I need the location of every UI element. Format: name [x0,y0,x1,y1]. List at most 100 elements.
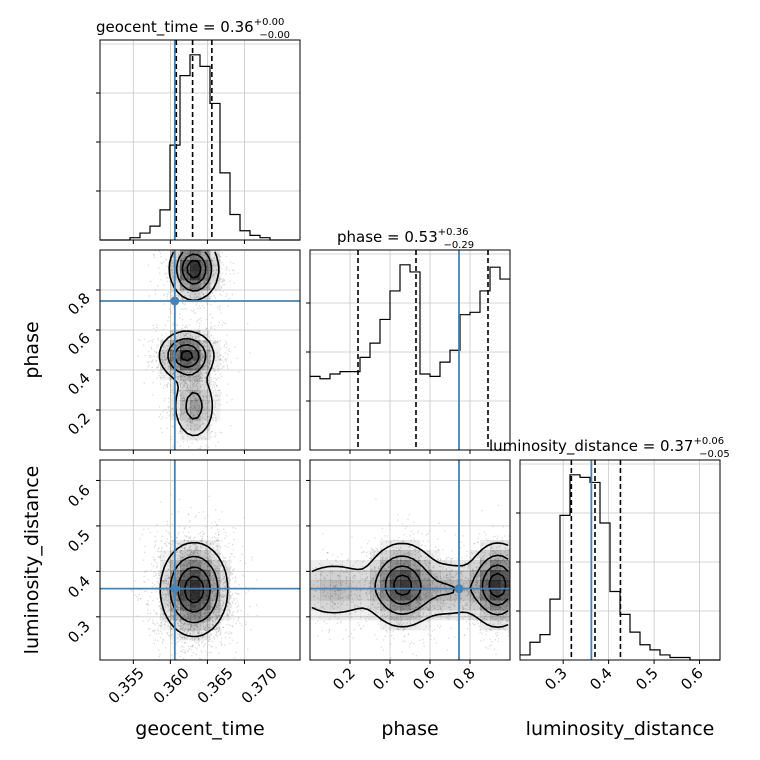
sample-point [155,612,157,614]
density-cell [180,290,191,301]
sample-point [198,246,199,247]
sample-point [166,357,168,359]
sample-point [166,265,168,267]
sample-point [206,355,208,357]
sample-point [179,661,180,662]
sample-point [170,360,172,362]
sample-point [227,383,229,385]
sample-point [235,580,237,582]
sample-point [158,372,160,374]
sample-point [189,683,190,684]
sample-point [175,345,178,348]
sample-point [191,420,193,423]
sample-point [167,316,170,318]
sample-point [173,276,175,278]
sample-point [196,561,198,563]
sample-point [177,596,179,599]
sample-point [182,564,184,567]
sample-point [162,640,164,642]
sample-point [167,320,169,322]
sample-point [161,597,164,600]
sample-point [225,273,227,275]
sample-point [217,539,220,542]
sample-point [186,661,187,662]
sample-point [212,624,215,627]
sample-point [177,616,179,619]
sample-point [189,519,191,522]
sample-point [183,248,184,249]
sample-point [196,626,198,628]
sample-point [225,596,227,598]
sample-point [214,589,216,592]
sample-point [181,392,183,394]
sample-point [226,572,228,574]
sample-point [167,593,169,595]
sample-point [208,617,211,620]
sample-point [165,417,168,419]
sample-point [187,650,189,652]
histogram-luminosity-distance-panel [520,460,720,661]
sample-point [169,602,171,604]
sample-point [198,286,200,288]
sample-point [173,306,175,308]
sample-point [184,452,185,453]
sample-point [200,320,203,322]
sample-point [208,382,211,385]
sample-point [167,574,169,577]
sample-point [192,301,195,303]
sample-point [189,552,192,555]
sample-point [205,612,207,615]
sample-point [183,563,185,566]
sample-point [186,616,189,619]
sample-point [189,421,191,424]
sample-point [191,378,193,380]
sample-point [209,339,212,341]
sample-point [177,271,180,273]
sample-point [199,448,202,450]
sample-point [202,275,204,278]
sample-point [158,339,160,341]
sample-point [179,317,181,319]
sample-point [193,390,196,393]
sample-point [213,573,215,575]
sample-point [171,361,173,363]
sample-point [158,575,160,577]
sample-point [190,506,192,509]
sample-point [197,637,200,640]
sample-point [193,405,195,407]
sample-point [196,428,199,431]
sample-point [182,657,185,660]
sample-point [203,563,205,565]
sample-point [224,564,227,566]
sample-point [196,344,199,346]
sample-point [190,284,193,286]
sample-point [210,288,212,290]
sample-point [169,616,171,618]
sample-point [203,280,206,283]
sample-point [184,283,186,285]
sample-point [168,377,171,379]
sample-point [171,290,173,292]
sample-point [171,561,173,564]
sample-point [198,616,200,618]
sample-point [221,600,224,602]
sample-point [200,241,201,242]
sample-point [197,410,200,412]
sample-point [227,305,229,307]
sample-point [205,282,207,284]
sample-point [194,280,196,282]
sample-point [212,554,214,556]
sample-point [198,328,200,330]
sample-point [183,397,185,399]
sample-point [198,325,201,328]
sample-point [197,380,199,382]
sample-point [180,549,182,552]
sample-point [203,341,205,343]
sample-point [199,611,202,614]
sample-point [172,615,175,617]
sample-point [222,241,223,242]
sample-point [210,325,212,328]
sample-point [160,607,163,609]
sample-point [230,566,232,568]
sample-point [183,333,185,336]
